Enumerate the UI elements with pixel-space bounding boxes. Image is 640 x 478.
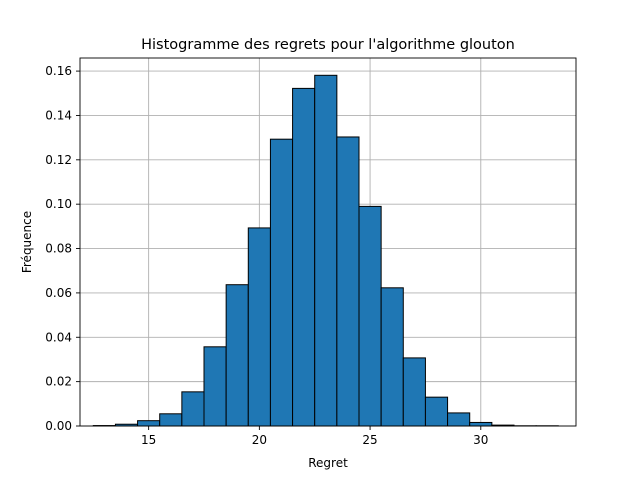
histogram-bar: [358, 205, 382, 427]
chart-title: Histogramme des regrets pour l'algorithm…: [141, 37, 515, 53]
histogram-bar: [159, 413, 183, 427]
x-axis-label: Regret: [308, 456, 348, 470]
x-tick-label: 15: [141, 433, 156, 447]
histogram-bar: [292, 87, 316, 427]
histogram-bar: [247, 227, 271, 427]
y-tick-label: 0.10: [45, 197, 72, 211]
y-tick-label: 0.06: [45, 286, 72, 300]
x-tick-label: 25: [362, 433, 377, 447]
y-axis: 0.00 0.02 0.04 0.06 0.08 0.10 0.12 0.14 0.16: [45, 64, 80, 433]
histogram-bar: [181, 391, 205, 427]
histogram-bar: [336, 136, 360, 427]
histogram-bar: [402, 357, 426, 427]
histogram-bar: [469, 421, 493, 427]
bars: [92, 74, 559, 427]
y-tick-label: 0.14: [45, 108, 72, 122]
y-axis-label: Fréquence: [20, 211, 34, 273]
plot-frame: [79, 57, 577, 427]
histogram-bar: [137, 420, 161, 427]
histogram-bar: [314, 74, 338, 427]
histogram-bar: [269, 138, 294, 427]
y-tick-label: 0.02: [45, 375, 72, 389]
x-tick-label: 30: [473, 433, 488, 447]
histogram-bar: [380, 287, 404, 427]
x-tick-label: 20: [252, 433, 267, 447]
histogram-bar: [424, 396, 449, 427]
y-tick-label: 0.04: [45, 330, 72, 344]
y-tick-label: 0.16: [45, 64, 72, 78]
x-axis: 15 20 25 30: [141, 426, 488, 447]
histogram-bar: [447, 412, 471, 427]
histogram-bar: [225, 284, 249, 427]
y-tick-label: 0.00: [45, 419, 72, 433]
y-tick-label: 0.08: [45, 242, 72, 256]
histogram-bar: [203, 346, 227, 427]
y-tick-label: 0.12: [45, 153, 72, 167]
